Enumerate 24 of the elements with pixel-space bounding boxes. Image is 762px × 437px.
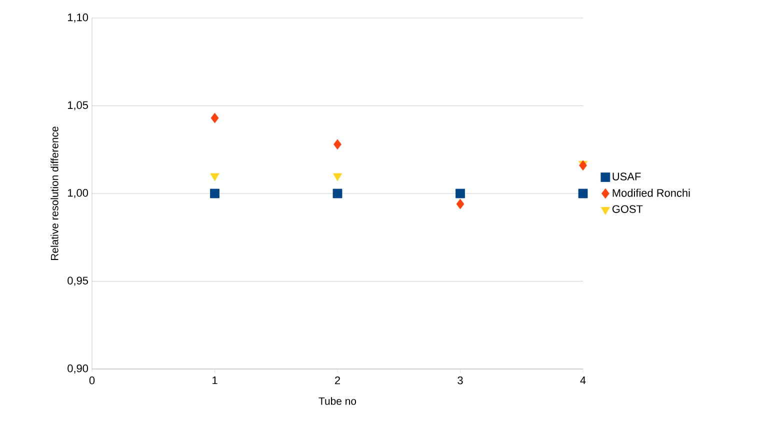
y-tick-label: 1,10 (68, 13, 88, 23)
point (210, 188, 220, 198)
point (332, 173, 342, 182)
point (456, 188, 465, 198)
y-tick-label: 1,00 (68, 188, 88, 198)
x-axis-title: Tube no (318, 397, 356, 405)
y-axis-title: Relative resolution difference (50, 126, 58, 260)
legend-label: GOST (612, 205, 643, 213)
legend-label: Modified Ronchi (612, 188, 690, 197)
point (456, 198, 464, 210)
point (210, 173, 220, 182)
legend-label: USAF (612, 172, 641, 180)
x-tick-label: 3 (458, 376, 463, 384)
point (578, 188, 588, 198)
x-tick-label: 0 (89, 376, 95, 384)
point (334, 139, 342, 150)
y-tick-label: 0,95 (68, 276, 88, 286)
x-tick-label: 1 (212, 376, 218, 384)
x-tick-label: 4 (580, 376, 586, 384)
x-tick-label: 2 (335, 376, 340, 384)
point (210, 112, 219, 124)
y-tick-label: 0,90 (68, 364, 88, 374)
y-tick-label: 1,05 (68, 101, 88, 110)
point (332, 188, 342, 198)
